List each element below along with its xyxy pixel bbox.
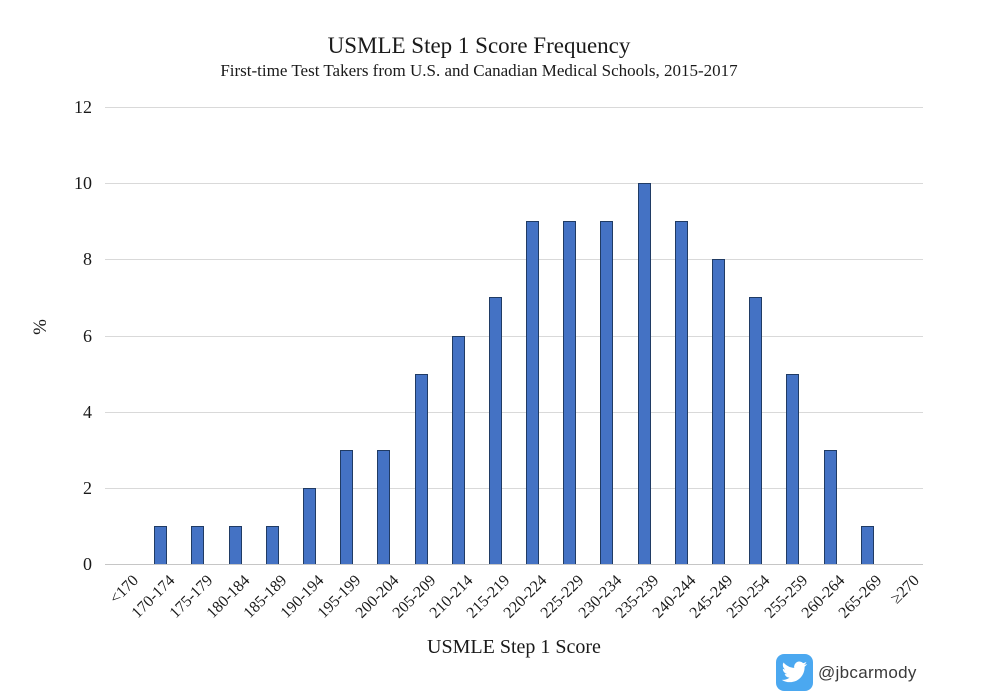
bar — [786, 373, 800, 564]
gridline — [105, 487, 923, 489]
plot-area — [105, 107, 923, 565]
x-axis-title: USMLE Step 1 Score — [427, 636, 601, 658]
y-tick-label: 10 — [74, 173, 92, 194]
bar — [451, 335, 465, 564]
bar — [674, 221, 688, 564]
y-tick-label: 6 — [83, 325, 92, 346]
bar — [563, 221, 577, 564]
bar — [154, 525, 168, 564]
y-tick-label: 0 — [83, 554, 92, 574]
bar — [191, 525, 205, 564]
bar — [414, 373, 428, 564]
gridline — [105, 411, 923, 413]
gridline — [105, 259, 923, 261]
bar — [637, 183, 651, 564]
gridline — [105, 107, 923, 108]
bar — [749, 297, 763, 564]
bar — [265, 525, 279, 564]
twitter-handle: @jbcarmody — [818, 662, 917, 682]
bar — [340, 449, 354, 564]
twitter-bird-icon — [776, 654, 813, 691]
x-tick-label: ≥270 — [887, 572, 923, 608]
y-tick-label: 12 — [74, 97, 92, 117]
y-tick-label: 4 — [83, 401, 92, 422]
bar — [303, 487, 316, 564]
chart-title: USMLE Step 1 Score Frequency — [327, 33, 631, 58]
gridline — [105, 183, 923, 185]
x-axis-line — [105, 564, 923, 565]
y-tick-label: 2 — [83, 477, 92, 498]
bar — [488, 297, 502, 564]
bar — [377, 449, 391, 564]
attribution: @jbcarmody — [776, 654, 917, 691]
bar — [712, 259, 725, 564]
y-tick-label: 8 — [83, 249, 92, 270]
gridline — [105, 335, 923, 337]
bar — [860, 525, 874, 564]
bar — [526, 221, 540, 564]
chart-subtitle: First-time Test Takers from U.S. and Can… — [220, 61, 738, 80]
bar — [823, 449, 837, 564]
bar — [228, 525, 242, 564]
bar — [600, 221, 614, 564]
